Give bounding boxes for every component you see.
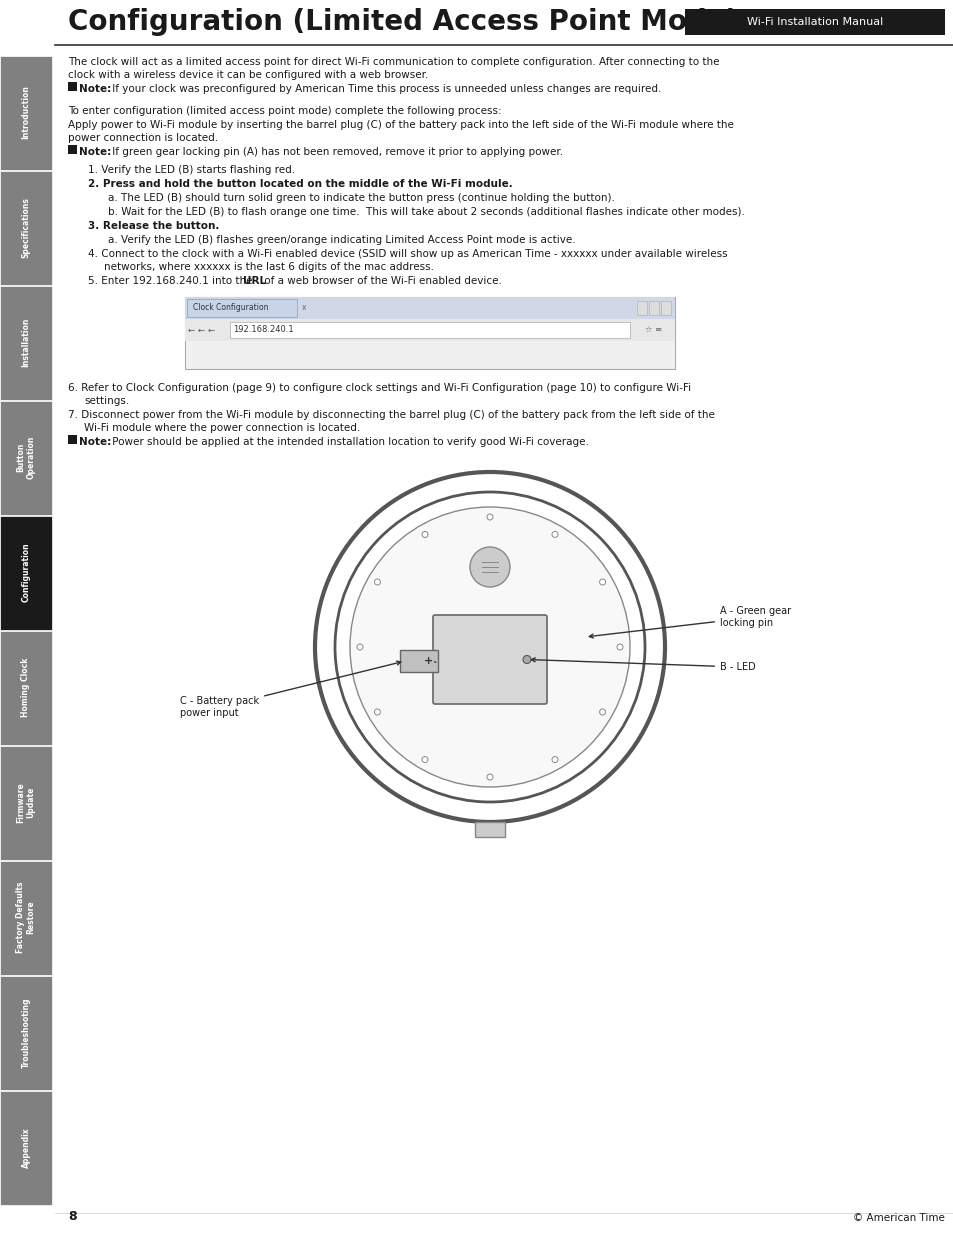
Text: ☆ ≡: ☆ ≡ xyxy=(644,326,661,335)
Text: of a web browser of the Wi-Fi enabled device.: of a web browser of the Wi-Fi enabled de… xyxy=(261,275,501,287)
Text: ←: ← xyxy=(208,326,214,335)
Text: 192.168.240.1: 192.168.240.1 xyxy=(233,326,294,335)
Text: A - Green gear
locking pin: A - Green gear locking pin xyxy=(589,606,790,638)
Circle shape xyxy=(374,709,380,715)
Bar xyxy=(0,56,52,170)
Text: Installation: Installation xyxy=(22,317,30,367)
Text: power connection is located.: power connection is located. xyxy=(68,133,218,143)
Circle shape xyxy=(522,656,531,663)
Bar xyxy=(399,650,437,672)
Text: b. Wait for the LED (B) to flash orange one time.  This will take about 2 second: b. Wait for the LED (B) to flash orange … xyxy=(108,207,744,217)
Text: 2. Press and hold the button located on the middle of the Wi-Fi module.: 2. Press and hold the button located on … xyxy=(88,179,512,189)
Bar xyxy=(637,301,646,315)
Bar xyxy=(0,1091,52,1205)
Text: x: x xyxy=(302,304,306,312)
Text: The clock will act as a limited access point for direct Wi-Fi communication to c: The clock will act as a limited access p… xyxy=(68,57,719,67)
Bar xyxy=(55,0,953,42)
Circle shape xyxy=(617,643,622,650)
Circle shape xyxy=(486,774,493,781)
Text: networks, where xxxxxx is the last 6 digits of the mac address.: networks, where xxxxxx is the last 6 dig… xyxy=(104,262,434,272)
Text: Clock Configuration: Clock Configuration xyxy=(193,304,268,312)
Bar xyxy=(0,861,52,974)
Circle shape xyxy=(552,757,558,762)
Text: Wi-Fi Installation Manual: Wi-Fi Installation Manual xyxy=(746,17,882,27)
Circle shape xyxy=(421,757,428,762)
Text: a. Verify the LED (B) flashes green/orange indicating Limited Access Point mode : a. Verify the LED (B) flashes green/oran… xyxy=(108,235,575,245)
Text: Specifications: Specifications xyxy=(22,198,30,258)
Circle shape xyxy=(374,579,380,585)
FancyBboxPatch shape xyxy=(433,615,546,704)
Circle shape xyxy=(356,643,363,650)
Bar xyxy=(475,823,504,837)
Text: Wi-Fi module where the power connection is located.: Wi-Fi module where the power connection … xyxy=(84,424,360,433)
Bar xyxy=(684,9,944,35)
Bar xyxy=(660,301,670,315)
Text: 3. Release the button.: 3. Release the button. xyxy=(88,221,219,231)
Bar xyxy=(0,976,52,1091)
Text: 6. Refer to Clock Configuration (page 9) to configure clock settings and Wi-Fi C: 6. Refer to Clock Configuration (page 9)… xyxy=(68,383,690,393)
Circle shape xyxy=(486,514,493,520)
Text: Introduction: Introduction xyxy=(22,85,30,140)
Circle shape xyxy=(470,547,510,587)
Bar xyxy=(185,296,675,369)
Text: Factory Defaults
Restore: Factory Defaults Restore xyxy=(16,882,35,953)
Text: ←: ← xyxy=(188,326,194,335)
Text: ←: ← xyxy=(198,326,205,335)
Text: Apply power to Wi-Fi module by inserting the barrel plug (C) of the battery pack: Apply power to Wi-Fi module by inserting… xyxy=(68,120,733,130)
Bar xyxy=(0,631,52,745)
Text: settings.: settings. xyxy=(84,396,129,406)
Text: 5. Enter 192.168.240.1 into the: 5. Enter 192.168.240.1 into the xyxy=(88,275,255,287)
Bar xyxy=(0,170,52,285)
Text: Configuration (Limited Access Point Mode): Configuration (Limited Access Point Mode… xyxy=(68,7,738,36)
Circle shape xyxy=(598,709,605,715)
Circle shape xyxy=(350,508,629,787)
Text: B - LED: B - LED xyxy=(531,658,755,672)
Bar xyxy=(0,746,52,860)
Text: Homing Clock: Homing Clock xyxy=(22,658,30,718)
Text: +: + xyxy=(423,656,433,666)
Bar xyxy=(185,296,675,319)
Text: Power should be applied at the intended installation location to verify good Wi-: Power should be applied at the intended … xyxy=(109,437,588,447)
Text: Note:: Note: xyxy=(79,84,112,94)
Bar xyxy=(0,401,52,515)
Text: If green gear locking pin (A) has not been removed, remove it prior to applying : If green gear locking pin (A) has not be… xyxy=(109,147,562,157)
Text: Note:: Note: xyxy=(79,437,112,447)
Text: Firmware
Update: Firmware Update xyxy=(16,782,35,823)
Text: clock with a wireless device it can be configured with a web browser.: clock with a wireless device it can be c… xyxy=(68,70,428,80)
Bar xyxy=(185,319,675,341)
Bar xyxy=(648,301,659,315)
Bar xyxy=(68,144,77,154)
Text: Button
Operation: Button Operation xyxy=(16,436,35,479)
Bar xyxy=(0,287,52,400)
Bar xyxy=(68,435,77,445)
Circle shape xyxy=(598,579,605,585)
Text: To enter configuration (limited access point mode) complete the following proces: To enter configuration (limited access p… xyxy=(68,106,501,116)
Text: © American Time: © American Time xyxy=(852,1213,944,1223)
Circle shape xyxy=(421,531,428,537)
Text: If your clock was preconfigured by American Time this process is unneeded unless: If your clock was preconfigured by Ameri… xyxy=(109,84,660,94)
Text: Note:: Note: xyxy=(79,147,112,157)
Text: Configuration: Configuration xyxy=(22,542,30,603)
Bar xyxy=(187,299,296,317)
Bar xyxy=(68,82,77,91)
Text: URL: URL xyxy=(243,275,266,287)
Text: 1. Verify the LED (B) starts flashing red.: 1. Verify the LED (B) starts flashing re… xyxy=(88,165,294,175)
Bar xyxy=(0,516,52,630)
Bar xyxy=(230,322,629,338)
Circle shape xyxy=(552,531,558,537)
Text: Appendix: Appendix xyxy=(22,1128,30,1168)
Text: 8: 8 xyxy=(68,1210,76,1223)
Text: 4. Connect to the clock with a Wi-Fi enabled device (SSID will show up as Americ: 4. Connect to the clock with a Wi-Fi ena… xyxy=(88,249,727,259)
Text: C - Battery pack
power input: C - Battery pack power input xyxy=(180,661,400,718)
Text: 7. Disconnect power from the Wi-Fi module by disconnecting the barrel plug (C) o: 7. Disconnect power from the Wi-Fi modul… xyxy=(68,410,714,420)
Text: Troubleshooting: Troubleshooting xyxy=(22,997,30,1068)
Text: a. The LED (B) should turn solid green to indicate the button press (continue ho: a. The LED (B) should turn solid green t… xyxy=(108,193,615,203)
